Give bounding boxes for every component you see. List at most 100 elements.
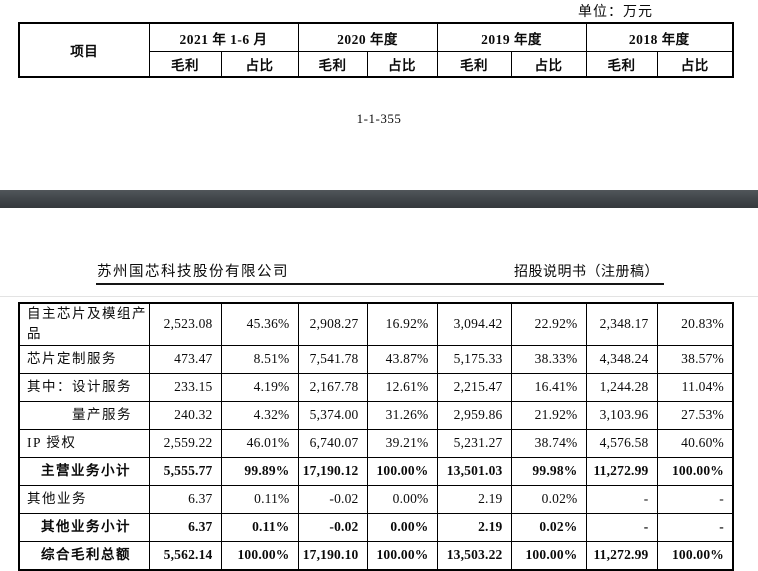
cell-value: 240.32 <box>148 400 222 430</box>
subheader-proportion: 占比 <box>366 51 438 78</box>
cell-value: 4,576.58 <box>585 428 658 458</box>
cell-value: 4.19% <box>220 372 299 402</box>
cell-value: 100.00% <box>656 456 734 486</box>
cell-value: 2,523.08 <box>148 302 222 346</box>
row-label: 其他业务 <box>18 484 150 514</box>
gross-profit-table-body: 自主芯片及模组产品 2,523.08 45.36% 2,908.27 16.92% 3,0… <box>18 302 734 570</box>
page-divider-bar <box>0 190 758 208</box>
row-label: 其中：设计服务 <box>18 372 150 402</box>
cell-value: 16.92% <box>366 302 438 346</box>
period-header-2018: 2018 年度 <box>585 22 734 52</box>
cell-value: 11.04% <box>656 372 734 402</box>
cell-value: 45.36% <box>220 302 299 346</box>
period-header-2019: 2019 年度 <box>436 22 587 52</box>
cell-value: 0.00% <box>366 512 438 542</box>
cell-value: 12.61% <box>366 372 438 402</box>
cell-value: 2,959.86 <box>436 400 512 430</box>
cell-value: 5,562.14 <box>148 540 222 570</box>
cell-value: 22.92% <box>510 302 587 346</box>
cell-value: -0.02 <box>297 484 368 514</box>
cell-value: 0.02% <box>510 484 587 514</box>
cell-value: 5,231.27 <box>436 428 512 458</box>
row-label: 量产服务 <box>18 400 150 430</box>
cell-value: 100.00% <box>366 540 438 570</box>
cell-value: 2,215.47 <box>436 372 512 402</box>
table-row: 综合毛利总额 5,562.14 100.00% 17,190.10 100.00% 13,… <box>18 540 734 570</box>
cell-value: 7,541.78 <box>297 344 368 374</box>
cell-value: 99.89% <box>220 456 299 486</box>
cell-value: 17,190.10 <box>297 540 368 570</box>
cell-value: 233.15 <box>148 372 222 402</box>
cell-value: 31.26% <box>366 400 438 430</box>
cell-value: 1,244.28 <box>585 372 658 402</box>
cell-value: 0.02% <box>510 512 587 542</box>
table-row: IP 授权 2,559.22 46.01% 6,740.07 39.21% 5,231.2… <box>18 428 734 458</box>
subheader-gross-profit: 毛利 <box>148 51 222 78</box>
cell-value: 3,094.42 <box>436 302 512 346</box>
period-header-2020: 2020 年度 <box>297 22 438 52</box>
subheader-gross-profit: 毛利 <box>585 51 658 78</box>
subheader-proportion: 占比 <box>220 51 299 78</box>
cell-value: 13,501.03 <box>436 456 512 486</box>
row-label: 综合毛利总额 <box>18 540 150 570</box>
cell-value: 46.01% <box>220 428 299 458</box>
table-row: 其他业务小计 6.37 0.11% -0.02 0.00% 2.19 0.02% - - <box>18 512 734 542</box>
subheader-gross-profit: 毛利 <box>297 51 368 78</box>
period-header-2021: 2021 年 1-6 月 <box>148 22 299 52</box>
table-row: 芯片定制服务 473.47 8.51% 7,541.78 43.87% 5,175.33 3… <box>18 344 734 374</box>
row-label: 自主芯片及模组产品 <box>18 302 150 346</box>
table-row: 其中：设计服务 233.15 4.19% 2,167.78 12.61% 2,215.47… <box>18 372 734 402</box>
subheader-proportion: 占比 <box>510 51 587 78</box>
cell-value: 27.53% <box>656 400 734 430</box>
cell-value: 4,348.24 <box>585 344 658 374</box>
cell-value: 11,272.99 <box>585 540 658 570</box>
cell-value: 473.47 <box>148 344 222 374</box>
period-header-table: 项目 2021 年 1-6 月 2020 年度 2019 年度 2018 年度 … <box>18 22 734 78</box>
cell-value: 43.87% <box>366 344 438 374</box>
header-rule <box>96 283 664 285</box>
cell-value: 21.92% <box>510 400 587 430</box>
cell-value: 6,740.07 <box>297 428 368 458</box>
item-column-header: 项目 <box>18 22 150 78</box>
cell-value: 5,374.00 <box>297 400 368 430</box>
cell-value: 5,175.33 <box>436 344 512 374</box>
cell-value: 2,908.27 <box>297 302 368 346</box>
cell-value: 39.21% <box>366 428 438 458</box>
cell-value: 3,103.96 <box>585 400 658 430</box>
cell-value: 5,555.77 <box>148 456 222 486</box>
cell-value: 38.57% <box>656 344 734 374</box>
table-row: 主营业务小计 5,555.77 99.89% 17,190.12 100.00% 13,5… <box>18 456 734 486</box>
cell-value: 16.41% <box>510 372 587 402</box>
cell-value: 2,167.78 <box>297 372 368 402</box>
gross-profit-table: 自主芯片及模组产品 2,523.08 45.36% 2,908.27 16.92% 3,0… <box>18 302 734 571</box>
table-row: 量产服务 240.32 4.32% 5,374.00 31.26% 2,959.86 21.… <box>18 400 734 430</box>
header-row-periods: 项目 2021 年 1-6 月 2020 年度 2019 年度 2018 年度 <box>18 22 734 78</box>
cell-value: 4.32% <box>220 400 299 430</box>
subheader-proportion: 占比 <box>656 51 734 78</box>
cell-value: 2.19 <box>436 512 512 542</box>
unit-label: 单位：万元 <box>578 5 653 20</box>
cell-value: 6.37 <box>148 512 222 542</box>
cell-value: 100.00% <box>510 540 587 570</box>
row-label: 芯片定制服务 <box>18 344 150 374</box>
cell-value: 38.74% <box>510 428 587 458</box>
cell-value: 20.83% <box>656 302 734 346</box>
cell-value: 8.51% <box>220 344 299 374</box>
cell-value: - <box>585 512 658 542</box>
subheader-gross-profit: 毛利 <box>436 51 512 78</box>
page-number: 1-1-355 <box>356 111 402 126</box>
cell-value: - <box>656 484 734 514</box>
doc-type-label: 招股说明书（注册稿） <box>514 265 659 280</box>
cell-value: 40.60% <box>656 428 734 458</box>
cell-value: 0.00% <box>366 484 438 514</box>
cell-value: 100.00% <box>220 540 299 570</box>
row-label: 主营业务小计 <box>18 456 150 486</box>
row-label: 其他业务小计 <box>18 512 150 542</box>
table-row: 其他业务 6.37 0.11% -0.02 0.00% 2.19 0.02% - - <box>18 484 734 514</box>
cell-value: -0.02 <box>297 512 368 542</box>
cell-value: 2,348.17 <box>585 302 658 346</box>
cell-value: 100.00% <box>366 456 438 486</box>
cell-value: 2,559.22 <box>148 428 222 458</box>
row-label: IP 授权 <box>18 428 150 458</box>
cell-value: 38.33% <box>510 344 587 374</box>
